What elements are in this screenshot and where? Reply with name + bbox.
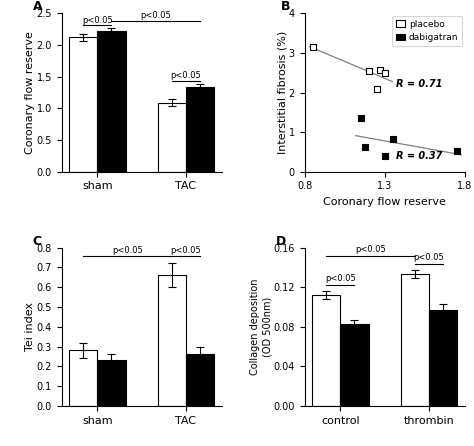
Text: D: D	[276, 235, 286, 248]
Y-axis label: Coronary flow reserve: Coronary flow reserve	[25, 31, 35, 154]
Bar	[429, 310, 457, 406]
Bar	[312, 295, 340, 406]
Point	[453, 147, 460, 154]
Text: B: B	[281, 0, 290, 13]
Bar	[401, 274, 429, 406]
Bar	[186, 355, 214, 406]
Point	[309, 43, 317, 50]
Text: R = 0.71: R = 0.71	[396, 78, 442, 89]
Text: p<0.05: p<0.05	[413, 253, 444, 262]
Y-axis label: Tei index: Tei index	[25, 302, 35, 351]
Point	[362, 144, 369, 151]
Point	[376, 66, 383, 74]
Text: p<0.05: p<0.05	[82, 16, 113, 25]
Bar	[340, 324, 369, 406]
X-axis label: Coronary flow reserve: Coronary flow reserve	[323, 197, 446, 207]
Text: R = 0.37: R = 0.37	[396, 151, 442, 161]
Bar	[157, 275, 186, 406]
Bar	[69, 37, 97, 172]
Text: p<0.05: p<0.05	[325, 274, 356, 283]
Legend: placebo, dabigatran: placebo, dabigatran	[392, 16, 462, 46]
Point	[381, 69, 388, 76]
Text: p<0.05: p<0.05	[140, 11, 171, 21]
Bar	[97, 31, 126, 172]
Y-axis label: Interstitial fibrosis (%): Interstitial fibrosis (%)	[277, 31, 287, 154]
Bar	[186, 87, 214, 172]
Bar	[157, 103, 186, 172]
Text: p<0.05: p<0.05	[355, 244, 386, 253]
Bar	[97, 360, 126, 406]
Bar	[69, 351, 97, 406]
Text: p<0.05: p<0.05	[171, 246, 201, 255]
Text: p<0.05: p<0.05	[112, 246, 143, 255]
Point	[365, 67, 373, 74]
Point	[389, 136, 396, 143]
Point	[373, 85, 380, 92]
Y-axis label: Collagen deposition
(OD 500nm): Collagen deposition (OD 500nm)	[250, 278, 272, 375]
Point	[381, 152, 388, 159]
Text: p<0.05: p<0.05	[171, 71, 201, 80]
Text: A: A	[33, 0, 43, 13]
Text: C: C	[33, 235, 42, 248]
Point	[357, 115, 365, 122]
